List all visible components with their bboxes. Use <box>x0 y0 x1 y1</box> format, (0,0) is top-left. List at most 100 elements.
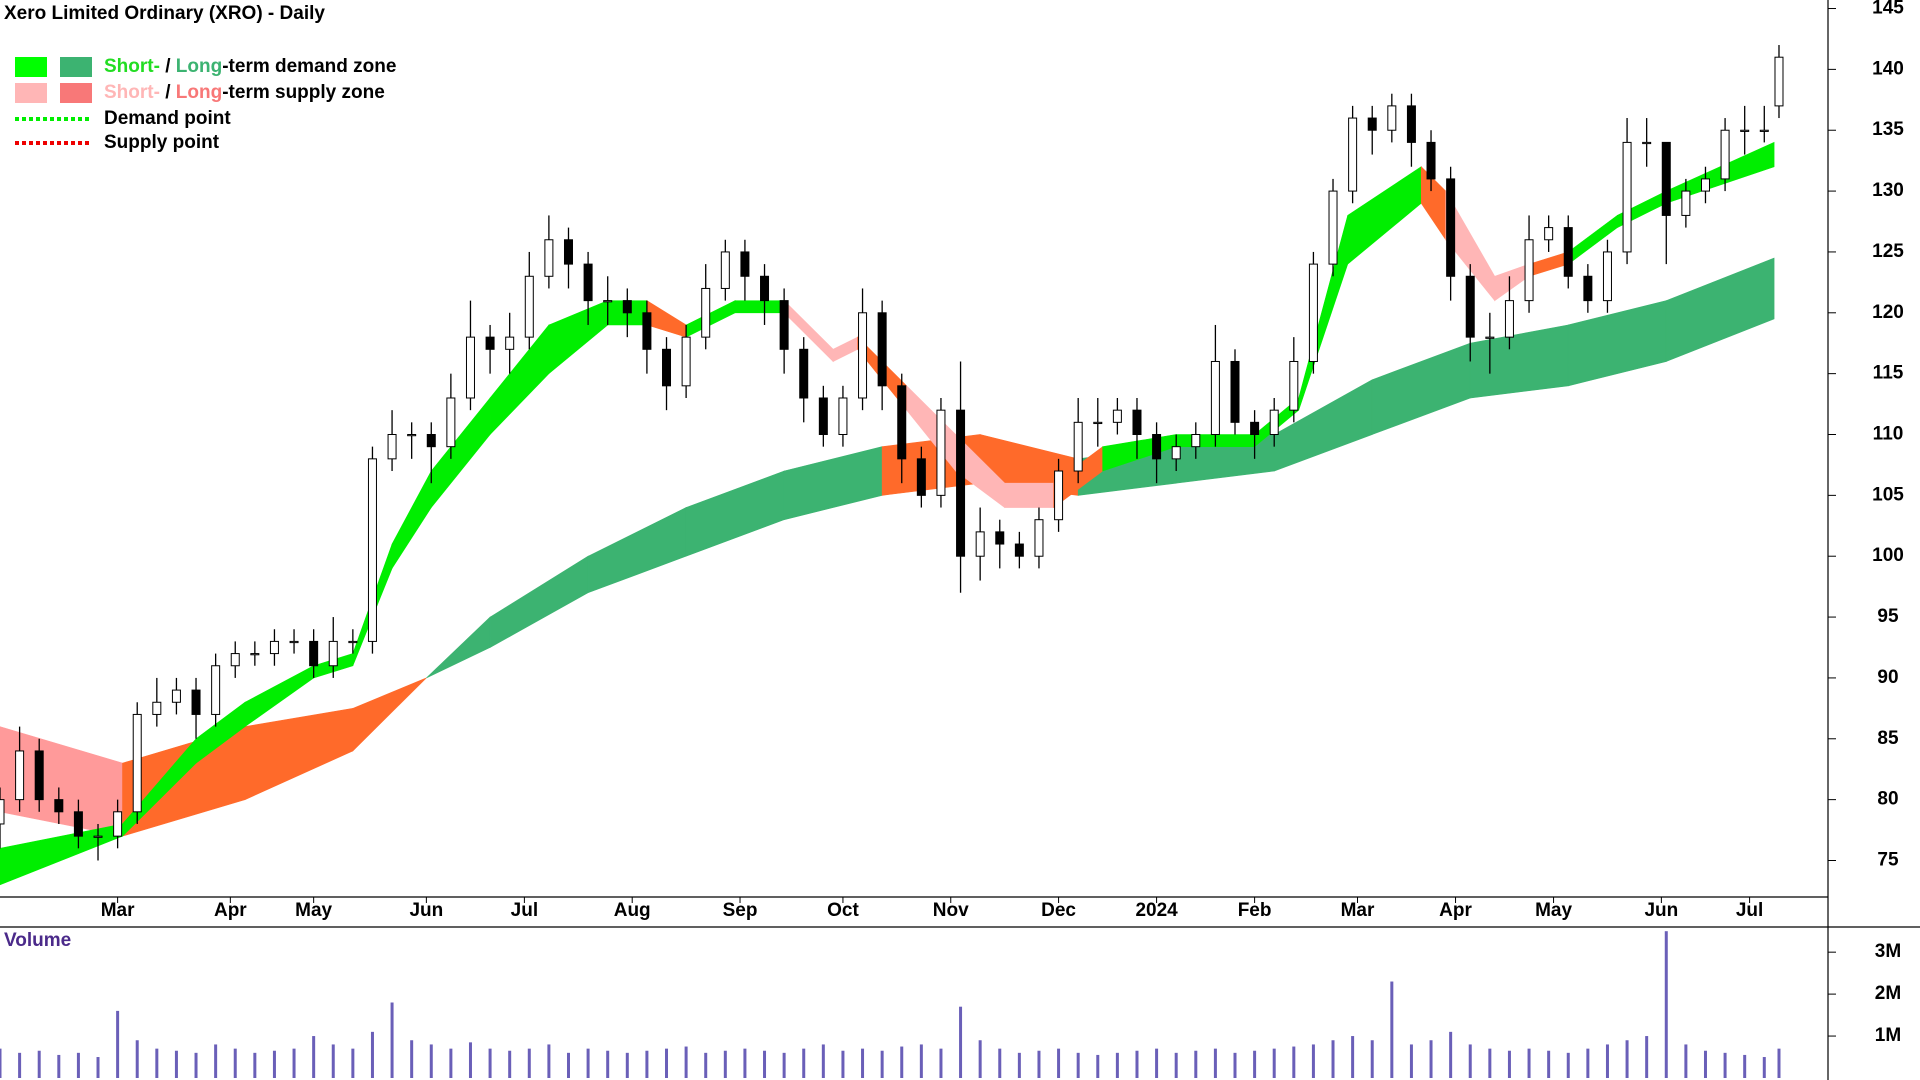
long-zone <box>587 507 687 594</box>
short-zone <box>1494 263 1530 302</box>
volume-bar <box>1743 1054 1747 1078</box>
volume-bar <box>959 1006 963 1078</box>
x-tick-label: Sep <box>723 900 758 921</box>
short-zone <box>832 336 858 362</box>
candle-body <box>858 312 868 399</box>
y-tick-label: 135 <box>1872 119 1904 140</box>
candle-body <box>1504 300 1514 338</box>
volume-bar <box>76 1052 80 1078</box>
volume-bar <box>233 1048 237 1078</box>
legend-part: Long <box>176 56 222 77</box>
volume-bar <box>1762 1057 1766 1078</box>
candle-body <box>1661 141 1671 216</box>
labels: 75 80 85 90 95 100 105 110 115 120 125 130 135 140 145… <box>101 0 1905 1046</box>
volume-bar <box>57 1054 61 1078</box>
candle-body <box>1681 190 1691 216</box>
short-zone <box>685 300 736 338</box>
y-tick-label: 100 <box>1872 545 1904 566</box>
volume-bar <box>1468 1044 1472 1078</box>
volume-bar <box>1194 1050 1198 1078</box>
candle-body <box>1700 178 1710 192</box>
volume-bar <box>861 1048 865 1078</box>
x-tick-label: Dec <box>1041 900 1076 921</box>
legend-part: / <box>160 82 176 103</box>
candle-body <box>54 799 64 813</box>
long-zone <box>685 470 785 557</box>
volume-bar <box>449 1048 453 1078</box>
legend-part: / <box>160 56 176 77</box>
candle-body <box>1348 117 1358 192</box>
volume-bar <box>1703 1050 1707 1078</box>
volume-bar <box>782 1052 786 1078</box>
volume-bar <box>1586 1048 1590 1078</box>
candle-body <box>1465 275 1475 338</box>
y-tick-label: 110 <box>1873 424 1904 445</box>
long-zone <box>1371 342 1471 435</box>
legend-swatch <box>15 57 47 77</box>
volume-bar <box>1233 1052 1237 1078</box>
volume-bar <box>919 1044 923 1078</box>
y-tick-label: 75 <box>1877 850 1899 871</box>
candle-body <box>1171 446 1181 460</box>
volume-bar <box>1017 1052 1021 1078</box>
candle-body <box>1622 141 1632 253</box>
volume-bar <box>880 1050 884 1078</box>
chart-title: Xero Limited Ordinary (XRO) - Daily <box>4 3 325 24</box>
candle-body <box>1426 141 1436 180</box>
candle-body <box>328 640 338 667</box>
candle-body <box>1642 141 1652 145</box>
volume-bar <box>1488 1048 1492 1078</box>
candle-body <box>171 689 181 703</box>
candle-body <box>1250 421 1260 436</box>
candle-body <box>799 348 809 399</box>
volume-bar <box>253 1052 257 1078</box>
volume-bar <box>1507 1050 1511 1078</box>
short-zone <box>1347 166 1422 265</box>
y-tick-label: 85 <box>1877 728 1899 749</box>
volume-tick-label: 1M <box>1875 1025 1901 1046</box>
volume-bar <box>1664 931 1668 1078</box>
volume-bar <box>1253 1050 1257 1078</box>
short-zone <box>1298 215 1349 411</box>
legend-swatch <box>60 57 92 77</box>
volume-bar <box>1547 1050 1551 1078</box>
volume-bar <box>312 1036 316 1078</box>
volume-bar <box>900 1046 904 1078</box>
volume-bar <box>704 1052 708 1078</box>
volume-bar <box>1155 1048 1159 1078</box>
volume-bar <box>1351 1036 1355 1078</box>
volume-bar <box>566 1052 570 1078</box>
volume-bar <box>468 1042 472 1078</box>
volume-bar <box>135 1040 139 1078</box>
volume-bar <box>841 1050 845 1078</box>
candle-body <box>1328 190 1338 265</box>
candle-body <box>544 239 554 277</box>
short-zone <box>391 470 432 570</box>
volume-bar <box>684 1046 688 1078</box>
volume-bar <box>645 1050 649 1078</box>
x-tick-label: 2024 <box>1135 900 1178 921</box>
short-zone <box>1528 251 1569 277</box>
candle-body <box>1524 239 1534 302</box>
candle-body <box>779 300 789 350</box>
candle-body <box>250 653 260 656</box>
volume-bars <box>0 931 1781 1078</box>
candle-body <box>1759 129 1769 132</box>
candle-body <box>1774 56 1784 107</box>
x-tick-label: Nov <box>933 900 969 921</box>
x-tick-label: Jun <box>1644 900 1678 921</box>
volume-bar <box>429 1044 433 1078</box>
volume-bar <box>998 1048 1002 1078</box>
volume-bar <box>1057 1048 1061 1078</box>
y-tick-label: 125 <box>1872 241 1904 262</box>
volume-bar <box>723 1050 727 1078</box>
candle-body <box>191 689 201 715</box>
volume-bar <box>0 1048 2 1078</box>
candle-body <box>1073 421 1083 472</box>
legend-label: Demand point <box>104 108 231 129</box>
short-zone <box>1004 482 1054 508</box>
volume-bar <box>1409 1044 1413 1078</box>
volume-bar <box>1566 1052 1570 1078</box>
candle-body <box>877 312 887 387</box>
